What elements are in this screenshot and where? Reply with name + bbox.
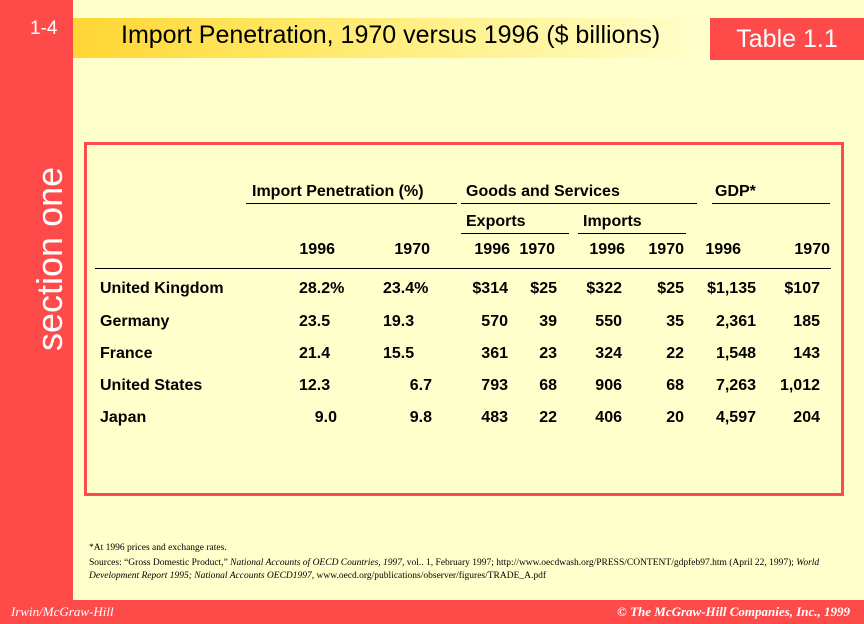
table-cell: $322 [586, 280, 622, 297]
rule-exports [461, 233, 569, 234]
table-cell: 406 [595, 409, 622, 426]
table-cell: 4,597 [715, 409, 756, 426]
table-cell: 9.8 [409, 409, 432, 426]
table-cell: 15.5 [383, 345, 415, 362]
year-header: 1970 [519, 241, 555, 258]
footnote: *At 1996 prices and exchange rates. [89, 543, 227, 553]
table-cell: 2,361 [715, 313, 756, 330]
year-header: 1970 [394, 241, 430, 258]
table-cell: $25 [530, 280, 557, 297]
sources-prefix: Sources: “Gross Domestic Product,” [89, 558, 231, 568]
table-cell: 204 [793, 409, 820, 426]
table-cell: 23.5 [299, 313, 331, 330]
table-cell: 906 [595, 377, 622, 394]
year-header: 1996 [705, 241, 741, 258]
table-cell: 35 [666, 313, 684, 330]
sources-publication: National Accounts of OECD Countries, 199… [230, 558, 403, 568]
year-header: 1996 [474, 241, 510, 258]
header-imports: Imports [583, 213, 642, 230]
row-country: Germany [100, 313, 170, 330]
table-cell: 23.4% [383, 280, 429, 297]
header-goods-services: Goods and Services [466, 183, 620, 200]
left-sidebar [0, 0, 73, 600]
table-cell: 7,263 [715, 377, 756, 394]
sources-middle: , vol.. 1, February 1997; http://www.oec… [402, 558, 797, 568]
table-cell: 12.3 [299, 377, 331, 394]
table-cell: 185 [793, 313, 820, 330]
table-cell: 23 [539, 345, 557, 362]
year-header: 1970 [794, 241, 830, 258]
table-cell: 793 [481, 377, 508, 394]
table-cell: $314 [472, 280, 508, 297]
rule-gdp [712, 203, 830, 204]
table-panel [84, 142, 844, 496]
header-import-penetration: Import Penetration (%) [252, 183, 424, 200]
rule-imports [578, 233, 686, 234]
year-header: 1996 [589, 241, 625, 258]
year-header: 1970 [648, 241, 684, 258]
slide-title: Import Penetration, 1970 versus 1996 ($ … [121, 21, 661, 49]
section-label: section one [29, 166, 70, 351]
footer-publisher: Irwin/McGraw-Hill [11, 604, 114, 619]
table-cell: 19.3 [383, 313, 415, 330]
table-cell: 483 [481, 409, 508, 426]
table-cell: 68 [539, 377, 557, 394]
table-cell: $25 [657, 280, 684, 297]
table-cell: 39 [539, 313, 557, 330]
row-country: France [100, 345, 153, 362]
header-exports: Exports [466, 213, 526, 230]
table-badge: Table 1.1 [710, 18, 864, 60]
table-cell: 1,548 [715, 345, 756, 362]
table-cell: 570 [481, 313, 508, 330]
row-country: United Kingdom [100, 280, 224, 297]
table-cell: 324 [595, 345, 622, 362]
title-band [73, 18, 710, 58]
sources-suffix: , www.oecd.org/publications/observer/fig… [311, 570, 547, 581]
table-cell: 28.2% [299, 280, 345, 297]
slide-number: 1-4 [30, 18, 58, 39]
table-cell: 20 [666, 409, 684, 426]
header-gdp: GDP* [715, 183, 756, 200]
table-cell: 21.4 [299, 345, 331, 362]
header-rule [95, 268, 831, 269]
sources-note: Sources: “Gross Domestic Product,” Natio… [89, 557, 844, 582]
table-cell: 22 [666, 345, 684, 362]
table-cell: 9.0 [314, 409, 337, 426]
table-cell: 68 [666, 377, 684, 394]
table-cell: $1,135 [707, 280, 756, 297]
table-cell: 22 [539, 409, 557, 426]
year-header: 1996 [299, 241, 335, 258]
rule-import-penetration [246, 203, 457, 204]
rule-goods-services [461, 203, 697, 204]
row-country: United States [100, 377, 203, 394]
sources-publication: World Development Report 1995; National … [89, 558, 820, 581]
table-cell: 361 [481, 345, 508, 362]
table-cell: $107 [784, 280, 820, 297]
row-country: Japan [100, 409, 147, 426]
table-cell: 1,012 [779, 377, 820, 394]
table-cell: 6.7 [409, 377, 432, 394]
footer-copyright: © The McGraw-Hill Companies, Inc., 1999 [617, 604, 850, 619]
table-cell: 550 [595, 313, 622, 330]
table-cell: 143 [793, 345, 820, 362]
